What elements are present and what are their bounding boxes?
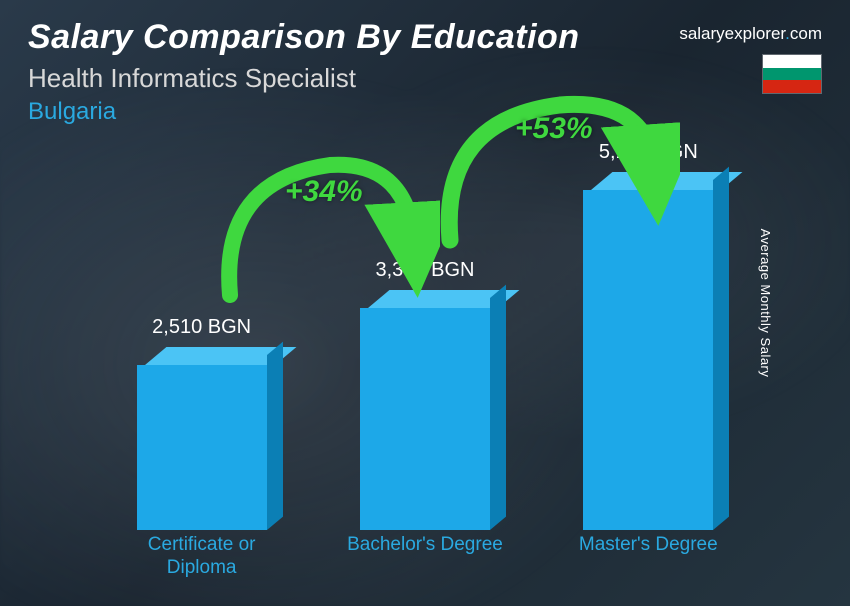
y-axis-label: Average Monthly Salary xyxy=(758,229,773,378)
category-label: Bachelor's Degree xyxy=(340,534,510,580)
flag-stripe xyxy=(763,55,821,68)
bar-group: 2,510 BGN xyxy=(127,316,277,530)
category-labels: Certificate or Diploma Bachelor's Degree… xyxy=(90,534,760,580)
brand-name: salaryexplorer xyxy=(679,24,785,43)
country-flag-icon xyxy=(762,54,822,94)
bar-group: 3,370 BGN xyxy=(350,259,500,530)
bar-side-face xyxy=(267,342,283,530)
category-label: Certificate or Diploma xyxy=(117,534,287,580)
bar-value-label: 2,510 BGN xyxy=(152,316,251,339)
brand-label: salaryexplorer.com xyxy=(679,24,822,44)
bar-group: 5,170 BGN xyxy=(573,141,723,530)
country-label: Bulgaria xyxy=(28,98,822,126)
bar-side-face xyxy=(713,167,729,530)
bar-3d xyxy=(137,347,267,530)
brand-tld: com xyxy=(790,24,822,43)
bar-chart: 2,510 BGN 3,370 BGN 5,170 BGN xyxy=(90,150,760,580)
bar-side-face xyxy=(490,285,506,530)
flag-stripe xyxy=(763,68,821,81)
bar-front-face xyxy=(137,365,267,530)
bar-value-label: 3,370 BGN xyxy=(376,259,475,282)
bar-3d xyxy=(583,172,713,530)
bars-container: 2,510 BGN 3,370 BGN 5,170 BGN xyxy=(90,150,760,530)
bar-front-face xyxy=(360,308,490,530)
bar-front-face xyxy=(583,190,713,530)
flag-stripe xyxy=(763,80,821,93)
category-label: Master's Degree xyxy=(563,534,733,580)
job-subtitle: Health Informatics Specialist xyxy=(28,63,822,94)
bar-value-label: 5,170 BGN xyxy=(599,141,698,164)
bar-3d xyxy=(360,290,490,530)
